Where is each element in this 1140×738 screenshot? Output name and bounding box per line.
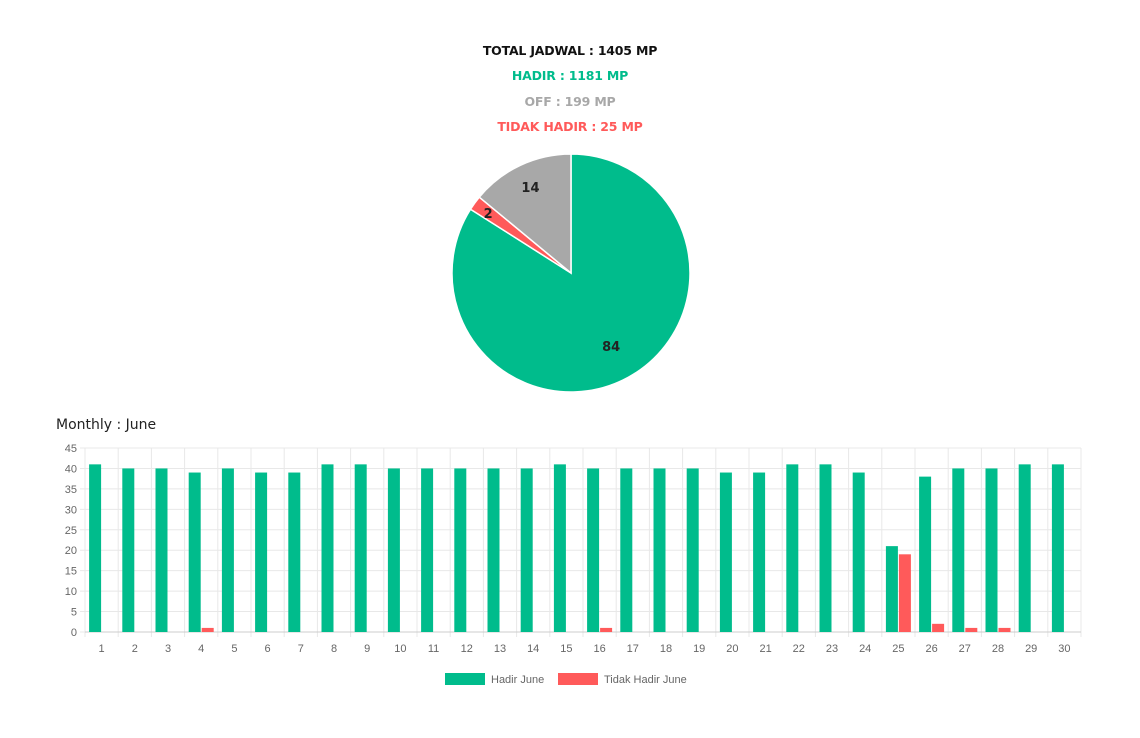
bar-tidak-hadir-25[interactable] bbox=[898, 554, 911, 632]
bar-hadir-11[interactable] bbox=[421, 468, 434, 632]
bar-hadir-5[interactable] bbox=[221, 468, 234, 632]
x-tick-label: 23 bbox=[826, 643, 838, 655]
x-tick-label: 17 bbox=[627, 643, 639, 655]
summary-hadir: HADIR : 1181 MP bbox=[511, 68, 629, 83]
bar-hadir-2[interactable] bbox=[122, 468, 135, 632]
x-tick-label: 20 bbox=[726, 643, 738, 655]
x-tick-label: 6 bbox=[265, 643, 271, 655]
x-tick-label: 18 bbox=[660, 643, 672, 655]
x-tick-label: 5 bbox=[231, 643, 237, 655]
bar-hadir-25[interactable] bbox=[885, 546, 898, 632]
x-tick-label: 10 bbox=[394, 643, 406, 655]
bar-hadir-1[interactable] bbox=[89, 464, 102, 632]
bar-hadir-17[interactable] bbox=[620, 468, 633, 632]
bar-hadir-28[interactable] bbox=[985, 468, 998, 632]
pie-label-off: 14 bbox=[521, 181, 539, 196]
x-tick-label: 29 bbox=[1025, 643, 1037, 655]
legend-hadir-label[interactable]: Hadir June bbox=[491, 674, 544, 686]
x-tick-label: 9 bbox=[364, 643, 370, 655]
bar-tidak-hadir-27[interactable] bbox=[965, 627, 978, 632]
legend-hadir-swatch[interactable] bbox=[445, 673, 485, 685]
x-tick-label: 13 bbox=[494, 643, 506, 655]
bar-hadir-29[interactable] bbox=[1018, 464, 1031, 632]
summary-total: TOTAL JADWAL : 1405 MP bbox=[482, 43, 658, 58]
pie-slice-off[interactable] bbox=[478, 153, 572, 275]
y-tick-label: 40 bbox=[65, 463, 77, 475]
x-tick-label: 22 bbox=[793, 643, 805, 655]
y-tick-label: 25 bbox=[65, 525, 77, 537]
x-tick-label: 8 bbox=[331, 643, 337, 655]
bar-hadir-26[interactable] bbox=[919, 476, 932, 632]
bar-hadir-4[interactable] bbox=[188, 472, 201, 632]
bar-hadir-15[interactable] bbox=[553, 464, 566, 632]
x-tick-label: 30 bbox=[1058, 643, 1070, 655]
x-tick-label: 19 bbox=[693, 643, 705, 655]
x-tick-label: 28 bbox=[992, 643, 1004, 655]
bar-hadir-24[interactable] bbox=[852, 472, 865, 632]
x-tick-label: 4 bbox=[198, 643, 204, 655]
summary-tidak-hadir: TIDAK HADIR : 25 MP bbox=[497, 119, 643, 134]
x-tick-label: 1 bbox=[99, 643, 105, 655]
x-tick-label: 27 bbox=[959, 643, 971, 655]
bar-hadir-30[interactable] bbox=[1051, 464, 1064, 632]
x-tick-label: 24 bbox=[859, 643, 871, 655]
x-tick-label: 21 bbox=[759, 643, 771, 655]
bar-hadir-20[interactable] bbox=[719, 472, 732, 632]
x-tick-label: 16 bbox=[593, 643, 605, 655]
bar-hadir-3[interactable] bbox=[155, 468, 168, 632]
bar-hadir-23[interactable] bbox=[819, 464, 832, 632]
y-tick-label: 15 bbox=[65, 566, 77, 578]
x-tick-label: 14 bbox=[527, 643, 539, 655]
bar-tidak-hadir-16[interactable] bbox=[600, 627, 613, 632]
bar-hadir-27[interactable] bbox=[952, 468, 965, 632]
y-tick-label: 5 bbox=[71, 607, 77, 619]
x-tick-label: 15 bbox=[560, 643, 572, 655]
y-tick-label: 30 bbox=[65, 504, 77, 516]
x-tick-label: 25 bbox=[892, 643, 904, 655]
x-tick-label: 3 bbox=[165, 643, 171, 655]
bar-hadir-8[interactable] bbox=[321, 464, 334, 632]
bar-hadir-12[interactable] bbox=[454, 468, 467, 632]
bar-hadir-19[interactable] bbox=[686, 468, 699, 632]
bar-tidak-hadir-28[interactable] bbox=[998, 627, 1011, 632]
x-tick-label: 7 bbox=[298, 643, 304, 655]
x-tick-label: 12 bbox=[461, 643, 473, 655]
y-tick-label: 35 bbox=[65, 484, 77, 496]
bar-tidak-hadir-4[interactable] bbox=[201, 627, 214, 632]
bar-hadir-10[interactable] bbox=[387, 468, 400, 632]
bar-tidak-hadir-26[interactable] bbox=[932, 623, 945, 632]
y-tick-label: 45 bbox=[65, 443, 77, 455]
y-tick-label: 0 bbox=[71, 627, 77, 639]
bar-hadir-22[interactable] bbox=[786, 464, 799, 632]
pie-label-tidak-hadir: 2 bbox=[484, 207, 493, 222]
y-tick-label: 10 bbox=[65, 586, 77, 598]
x-tick-label: 2 bbox=[132, 643, 138, 655]
monthly-chart-title: Monthly : June bbox=[56, 417, 157, 433]
pie-label-hadir: 84 bbox=[602, 340, 620, 355]
legend-tidak-hadir-swatch[interactable] bbox=[558, 673, 598, 685]
bar-hadir-21[interactable] bbox=[753, 472, 766, 632]
bar-hadir-16[interactable] bbox=[587, 468, 600, 632]
x-tick-label: 11 bbox=[428, 643, 439, 655]
bar-hadir-9[interactable] bbox=[354, 464, 367, 632]
legend-tidak-hadir-label[interactable]: Tidak Hadir June bbox=[604, 674, 687, 686]
bar-hadir-14[interactable] bbox=[520, 468, 533, 632]
y-tick-label: 20 bbox=[65, 545, 77, 557]
bar-hadir-7[interactable] bbox=[288, 472, 301, 632]
x-tick-label: 26 bbox=[925, 643, 937, 655]
bar-hadir-6[interactable] bbox=[255, 472, 268, 632]
bar-hadir-13[interactable] bbox=[487, 468, 500, 632]
bar-hadir-18[interactable] bbox=[653, 468, 666, 632]
summary-off: OFF : 199 MP bbox=[524, 94, 616, 109]
